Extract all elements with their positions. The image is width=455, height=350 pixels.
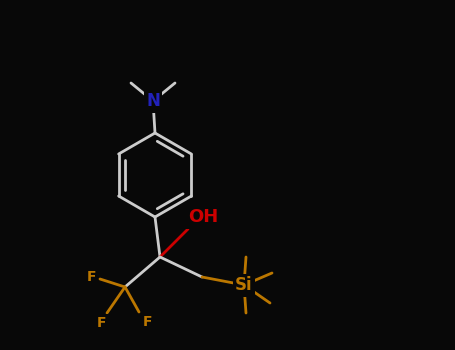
Text: F: F bbox=[96, 316, 106, 330]
Text: OH: OH bbox=[188, 208, 218, 226]
Text: F: F bbox=[142, 315, 152, 329]
Text: F: F bbox=[86, 270, 96, 284]
Text: N: N bbox=[146, 92, 160, 110]
Text: Si: Si bbox=[235, 276, 253, 294]
